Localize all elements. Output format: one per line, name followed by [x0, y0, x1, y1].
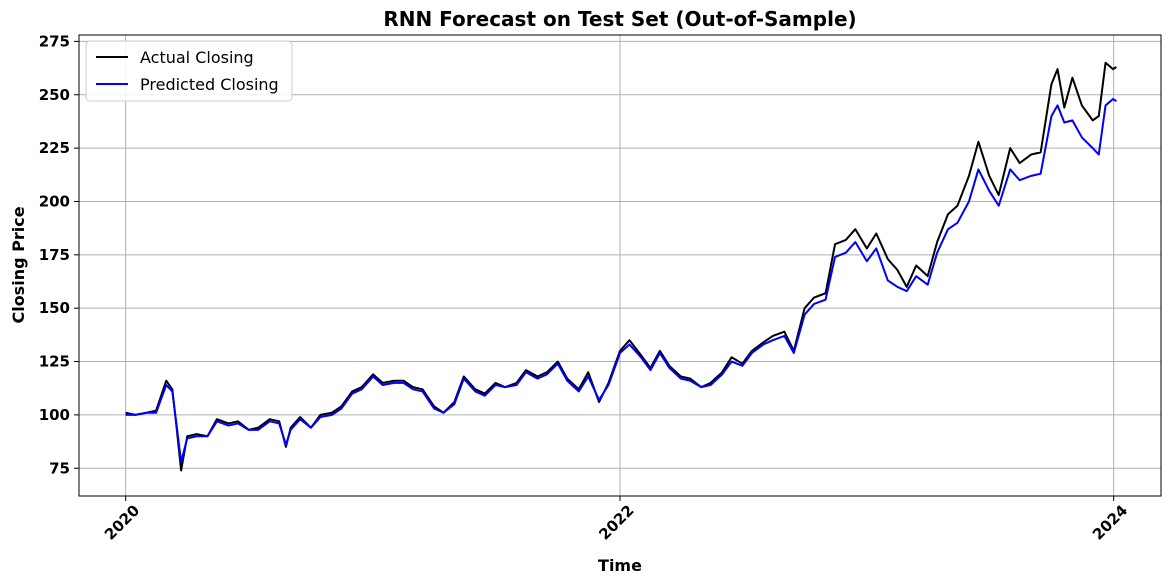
- y-tick-label: 200: [39, 192, 70, 210]
- predicted-closing-line: [125, 98, 1117, 463]
- legend-label-actual: Actual Closing: [140, 48, 254, 67]
- chart-title: RNN Forecast on Test Set (Out-of-Sample): [383, 7, 856, 31]
- series-lines: [125, 61, 1117, 472]
- y-tick-label: 225: [39, 139, 70, 157]
- y-tick-label: 250: [39, 86, 70, 104]
- actual-closing-line: [125, 61, 1117, 472]
- x-axis-label: Time: [598, 556, 642, 575]
- y-tick-label: 125: [39, 353, 70, 371]
- legend-box: [85, 40, 293, 102]
- y-tick-label: 275: [39, 32, 70, 50]
- y-tick-label: 100: [39, 406, 70, 424]
- y-tick-label: 175: [39, 246, 70, 264]
- legend: Actual Closing Predicted Closing: [85, 40, 293, 102]
- legend-label-predicted: Predicted Closing: [140, 75, 279, 94]
- y-tick-label: 150: [39, 299, 70, 317]
- y-tick-label: 75: [49, 459, 70, 477]
- y-axis-label: Closing Price: [9, 206, 28, 323]
